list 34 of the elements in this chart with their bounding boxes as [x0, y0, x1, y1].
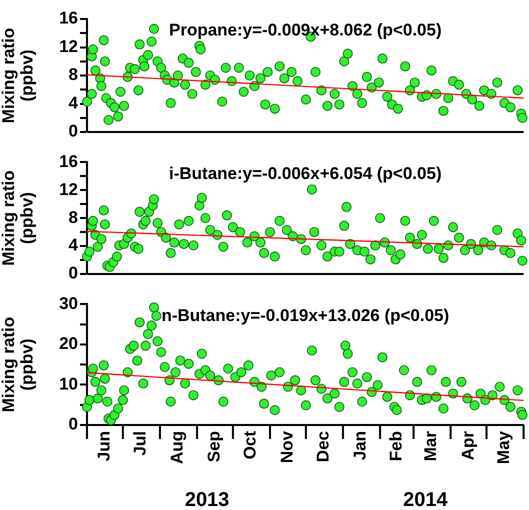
y-tick-label: 4 [68, 93, 79, 112]
y-tick-label: 8 [68, 208, 78, 227]
x-tick-label: Feb [386, 431, 406, 462]
x-tick-label: Dec [314, 431, 333, 462]
y-tick-label: 4 [68, 236, 79, 255]
y-tick-label: 20 [59, 334, 78, 354]
chart-title: Propane:y=-0.009x+8.062 (p<0.05) [168, 20, 442, 40]
chart-title: n-Butane:y=-0.019x+13.026 (p<0.05) [161, 306, 450, 325]
text: 2013 [184, 489, 230, 510]
chart-title: i-Butane:y=-0.006x+6.054 (p<0.05) [168, 164, 442, 183]
text: 2014 [403, 489, 448, 510]
y-tick-label: 0 [68, 122, 78, 141]
y-tick-label: 0 [68, 264, 78, 283]
y-tick-label: 8 [68, 65, 78, 84]
x-tick-label: Apr [458, 430, 478, 460]
y-tick-label: 0 [68, 414, 78, 434]
x-tick-label: Mar [421, 430, 440, 462]
x-tick-label: Jan [350, 431, 370, 460]
y-axis-title: Mixing ratio (ppbv) [0, 28, 37, 124]
x-tick-label: Jul [130, 431, 150, 456]
y-tick-label: 12 [59, 36, 78, 56]
x-tick-label: Aug [168, 431, 187, 464]
x-tick-label: Sep [204, 431, 224, 462]
x-tick-label: Nov [278, 430, 297, 464]
y-tick-label: 30 [59, 294, 78, 313]
x-tick-label: May [494, 430, 514, 464]
y-axis-title: Mixing ratio (ppbv) [0, 170, 37, 266]
x-tick-label: Jun [94, 431, 114, 462]
x-tick-label: Oct [240, 430, 260, 460]
y-tick-label: 16 [59, 152, 78, 171]
y-axis-title: Mixing ratio (ppbv) [0, 316, 37, 412]
y-tick-label: 16 [59, 8, 78, 28]
y-tick-label: 10 [59, 374, 78, 394]
y-tick-label: 12 [59, 180, 78, 199]
